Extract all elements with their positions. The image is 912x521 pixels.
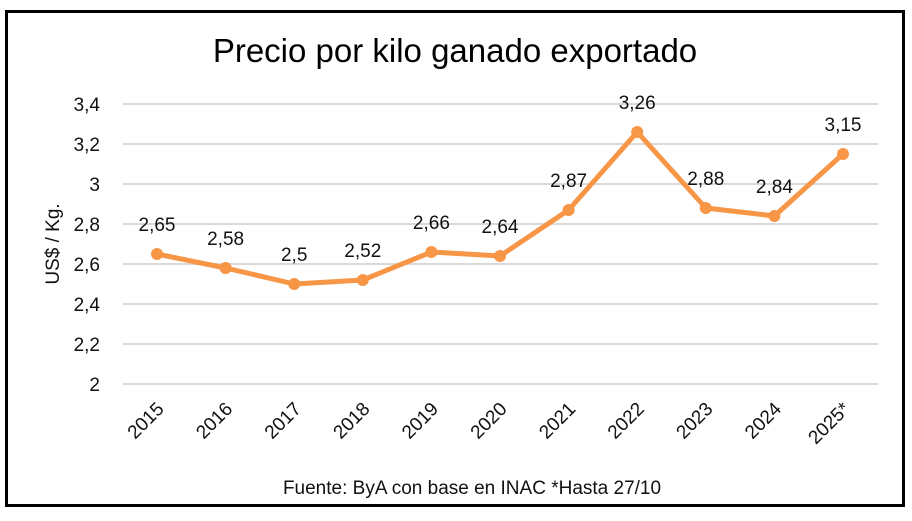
data-label: 3,15 bbox=[825, 115, 862, 136]
data-point bbox=[219, 262, 232, 274]
data-label: 2,66 bbox=[413, 213, 450, 234]
x-tick-label: 2017 bbox=[261, 399, 306, 444]
data-label: 2,58 bbox=[207, 229, 244, 250]
data-label: 2,5 bbox=[281, 245, 307, 266]
y-tick-label: 3,4 bbox=[74, 95, 101, 116]
data-label: 3,26 bbox=[619, 93, 656, 114]
data-point bbox=[494, 250, 506, 262]
x-tick-label: 2023 bbox=[673, 399, 718, 444]
data-point bbox=[837, 148, 849, 160]
x-tick-label: 2020 bbox=[467, 399, 512, 444]
data-point bbox=[768, 210, 781, 222]
data-point bbox=[356, 274, 369, 286]
x-tick-label: 2024 bbox=[741, 398, 786, 443]
y-tick-label: 2 bbox=[89, 375, 100, 396]
data-label: 2,84 bbox=[756, 177, 793, 198]
x-tick-label: 2021 bbox=[535, 399, 580, 444]
x-tick-label: 2016 bbox=[192, 399, 237, 444]
y-tick-label: 2,2 bbox=[74, 335, 100, 356]
data-label: 2,64 bbox=[482, 217, 519, 238]
data-labels: 2,65 2,58 2,5 2,52 2,66 2,64 2,87 3,26 2,88 2,84 3… bbox=[139, 93, 862, 266]
data-point bbox=[699, 202, 712, 214]
x-tick-label: 2018 bbox=[330, 399, 375, 444]
gridlines bbox=[123, 103, 878, 385]
x-tick-label: 2025* bbox=[805, 398, 855, 448]
y-axis-ticks: 2 2,2 2,4 2,6 2,8 3 3,2 3,4 bbox=[74, 95, 101, 396]
data-label: 2,87 bbox=[550, 171, 587, 192]
data-point bbox=[631, 126, 644, 138]
y-axis-title: US$ / Kg. bbox=[43, 203, 64, 284]
series-points bbox=[151, 126, 849, 290]
data-label: 2,65 bbox=[139, 215, 176, 236]
data-label: 2,52 bbox=[344, 241, 381, 262]
data-point bbox=[151, 248, 163, 260]
y-tick-label: 3 bbox=[89, 175, 100, 196]
x-axis-ticks: 2015 2016 2017 2018 2019 2020 2021 2022 2023 2024… bbox=[124, 398, 855, 448]
x-tick-label: 2019 bbox=[398, 399, 443, 444]
x-tick-label: 2015 bbox=[124, 399, 169, 444]
source-note: Fuente: ByA con base en INAC *Hasta 27/1… bbox=[283, 478, 661, 499]
data-point bbox=[562, 204, 575, 216]
y-tick-label: 2,6 bbox=[74, 255, 100, 276]
data-point bbox=[288, 278, 301, 290]
y-tick-label: 2,4 bbox=[74, 295, 101, 316]
x-tick-label: 2022 bbox=[604, 399, 649, 444]
y-tick-label: 3,2 bbox=[74, 135, 100, 156]
chart-title: Precio por kilo ganado exportado bbox=[213, 32, 697, 69]
y-tick-label: 2,8 bbox=[74, 215, 100, 236]
data-point bbox=[425, 246, 438, 258]
data-label: 2,88 bbox=[687, 169, 724, 190]
